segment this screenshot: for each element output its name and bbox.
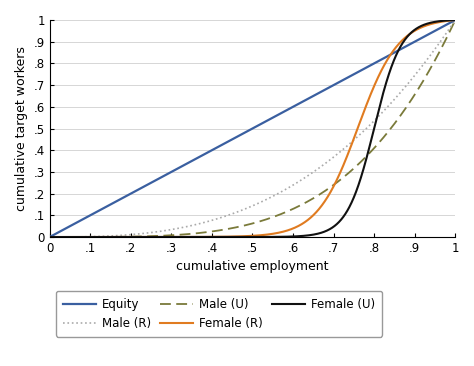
X-axis label: cumulative employment: cumulative employment [176, 261, 328, 273]
Y-axis label: cumulative target workers: cumulative target workers [15, 46, 28, 211]
Legend: Equity, Male (R), Male (U), Female (R), Female (U): Equity, Male (R), Male (U), Female (R), … [55, 291, 383, 337]
